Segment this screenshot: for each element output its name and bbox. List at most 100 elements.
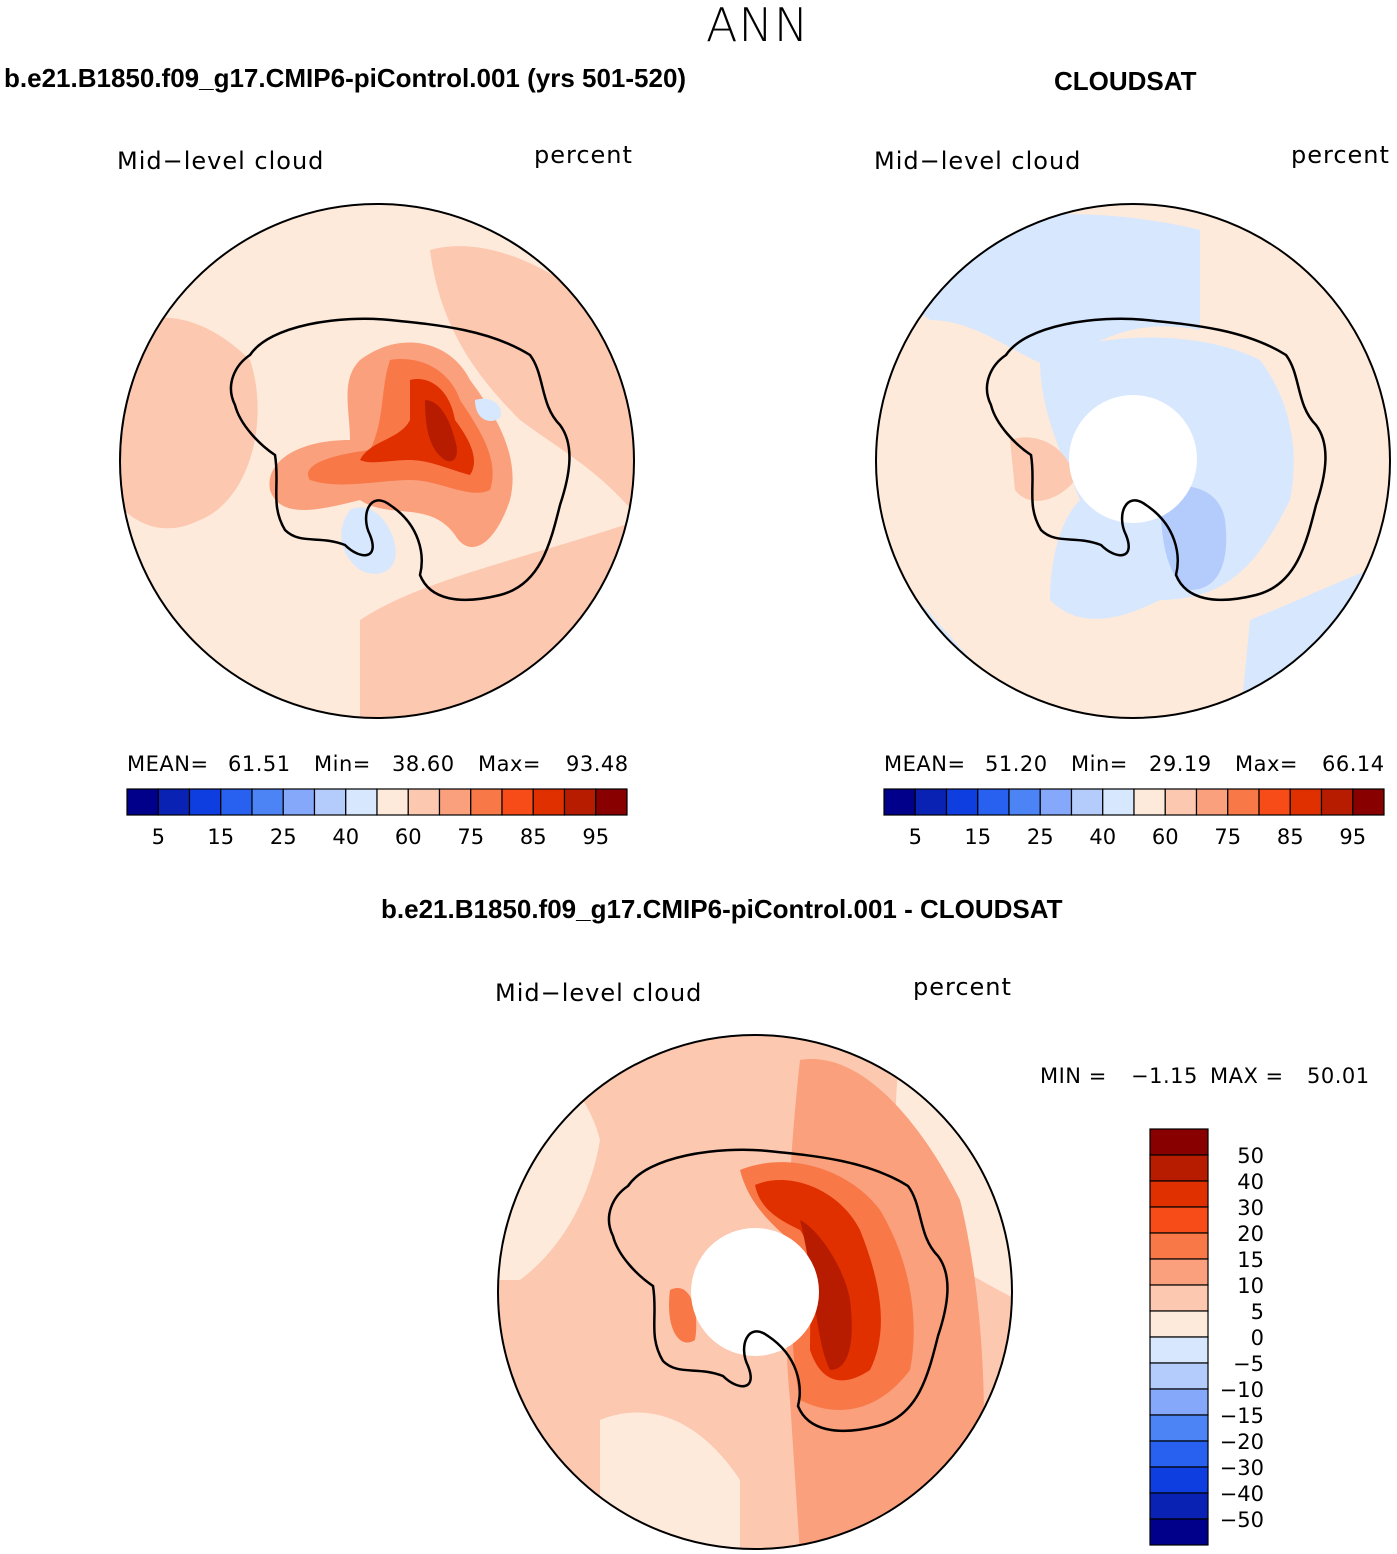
panel-2-colorbar-box: [1070, 788, 1104, 816]
panel-1-colorbar-box: [595, 788, 628, 816]
panel-2-colorbar-box: [1102, 788, 1135, 816]
panel-2-colorbar-tick-label: 95: [1339, 825, 1366, 849]
panel-1-max-label: Max=: [478, 752, 542, 776]
panel-2-colorbar-tick-label: 75: [1214, 825, 1241, 849]
panel-1-mean-label: MEAN=: [127, 752, 209, 776]
panel-2-mean-value: 51.20: [985, 752, 1048, 776]
panel-1-colorbar-box: [220, 788, 253, 816]
panel-2-colorbar-box: [1227, 788, 1260, 816]
panel-1-region-small-low: [475, 398, 501, 421]
panel-3-colorbar-tick-label: −5: [1233, 1352, 1264, 1376]
panel-3-colorbar-tick-label: 50: [1237, 1144, 1264, 1168]
panel-3-region-west-high: [669, 1288, 697, 1343]
panel-1-colorbar-box: [470, 788, 503, 816]
panel-2-colorbar-tick-label: 40: [1089, 825, 1116, 849]
panel-3-colorbar-tick-label: 20: [1237, 1222, 1264, 1246]
panel-2-colorbar: 5 15 25 40 60 75 85 95: [883, 788, 1385, 849]
panel-3-units-label: percent: [913, 973, 1012, 1001]
panel-2-units-label: percent: [1291, 141, 1390, 169]
panel-1-colorbar-box: [126, 788, 159, 816]
panel-1-map: [119, 203, 635, 719]
panel-2-colorbar-box: [1008, 788, 1041, 816]
panel-1-colorbar-box: [345, 788, 378, 816]
panel-2-colorbar-box: [1258, 788, 1291, 816]
panel-1-colorbar-box: [157, 788, 191, 816]
panel-3-title: b.e21.B1850.f09_g17.CMIP6-piControl.001 …: [381, 894, 1063, 924]
panel-2-colorbar-tick-label: 5: [909, 825, 922, 849]
panel-3-colorbar-tick-label: 15: [1237, 1248, 1264, 1272]
panel-1-min-label: Min=: [314, 752, 371, 776]
panel-1-colorbar-box: [282, 788, 316, 816]
panel-1-title: b.e21.B1850.f09_g17.CMIP6-piControl.001 …: [4, 63, 687, 93]
panel-3-colorbar-box: [1149, 1414, 1209, 1442]
panel-1-colorbar-tick-label: 5: [152, 825, 165, 849]
panel-1-units-label: percent: [534, 141, 633, 169]
panel-2-colorbar-box: [914, 788, 948, 816]
panel-3-max-value: 50.01: [1307, 1064, 1370, 1088]
panel-1-region-ross-low: [341, 507, 396, 574]
panel-2-colorbar-box: [1195, 788, 1229, 816]
panel-1-mean-value: 61.51: [228, 752, 291, 776]
panel-3-colorbar-box: [1149, 1310, 1209, 1338]
panel-3-colorbar-box: [1149, 1206, 1209, 1234]
panel-1-colorbar-box: [313, 788, 347, 816]
panel-3-colorbar-tick-label: −15: [1220, 1404, 1264, 1428]
panel-1-region-west: [120, 317, 258, 529]
panel-3-colorbar-tick-label: −10: [1220, 1378, 1264, 1402]
panel-3-colorbar-box: [1149, 1284, 1209, 1312]
panel-1-colorbar-tick-label: 60: [395, 825, 422, 849]
panel-2-missing-data-pole: [1069, 395, 1197, 523]
panel-2-colorbar-box: [1039, 788, 1073, 816]
panel-1-colorbar-box: [188, 788, 222, 816]
panel-3-colorbar-box: [1149, 1258, 1209, 1286]
panel-2-colorbar-box: [1289, 788, 1323, 816]
panel-2-colorbar-box: [1133, 788, 1166, 816]
panel-1-colorbar-tick-label: 95: [582, 825, 609, 849]
panel-1-colorbar-tick-label: 15: [207, 825, 234, 849]
panel-3-colorbar-tick-label: 10: [1237, 1274, 1264, 1298]
panel-2-max-label: Max=: [1235, 752, 1299, 776]
panel-2-variable-label: Mid−level cloud: [874, 147, 1082, 175]
figure-title: ANN: [706, 0, 810, 52]
panel-3-colorbar-tick-label: −30: [1220, 1456, 1264, 1480]
panel-2-colorbar-box: [977, 788, 1010, 816]
panel-3-colorbar-tick-label: −20: [1220, 1430, 1264, 1454]
panel-1-map-border: [119, 203, 635, 719]
panel-3-colorbar-tick-label: 30: [1237, 1196, 1264, 1220]
panel-2-colorbar-box: [1352, 788, 1385, 816]
panel-2-colorbar-tick-label: 25: [1027, 825, 1054, 849]
panel-3-map-border: [497, 1034, 1013, 1550]
panel-1-variable-label: Mid−level cloud: [117, 147, 325, 175]
panel-3-min-label: MIN =: [1040, 1064, 1107, 1088]
panel-1-colorbar-box: [501, 788, 534, 816]
panel-3-colorbar-box: [1149, 1492, 1209, 1520]
panel-1-colorbar-tick-label: 25: [270, 825, 297, 849]
panel-2-colorbar-tick-label: 85: [1277, 825, 1304, 849]
panel-2-max-value: 66.14: [1322, 752, 1385, 776]
panel-1-colorbar: 5 15 25 40 60 75 85 95: [126, 788, 628, 849]
panel-3-colorbar-box: [1149, 1154, 1209, 1182]
panel-2-mean-label: MEAN=: [884, 752, 966, 776]
panel-1-colorbar-box: [563, 788, 597, 816]
panel-1-colorbar-box: [407, 788, 441, 816]
panel-2-colorbar-tick-label: 15: [964, 825, 991, 849]
panel-3-colorbar-tick-label: 5: [1251, 1300, 1264, 1324]
panel-3-colorbar-box: [1149, 1440, 1209, 1468]
panel-1-colorbar-tick-label: 75: [457, 825, 484, 849]
panel-1-min-value: 38.60: [392, 752, 455, 776]
panel-3-colorbar-tick-label: 0: [1251, 1326, 1264, 1350]
panel-3-variable-label: Mid−level cloud: [495, 979, 703, 1007]
panel-2-map: [875, 203, 1391, 719]
panel-3-colorbar-tick-label: 40: [1237, 1170, 1264, 1194]
panel-3-min-value: −1.15: [1131, 1064, 1198, 1088]
panel-3-colorbar-box: [1149, 1466, 1209, 1494]
panel-2-colorbar-box: [945, 788, 979, 816]
panel-1-colorbar-box: [376, 788, 409, 816]
panel-1-region-peak-core: [425, 400, 457, 462]
panel-1-colorbar-box: [438, 788, 472, 816]
panel-3-colorbar-box: [1149, 1362, 1209, 1390]
panel-3-map: [497, 1034, 1013, 1550]
panel-3-colorbar-box: [1149, 1232, 1209, 1260]
